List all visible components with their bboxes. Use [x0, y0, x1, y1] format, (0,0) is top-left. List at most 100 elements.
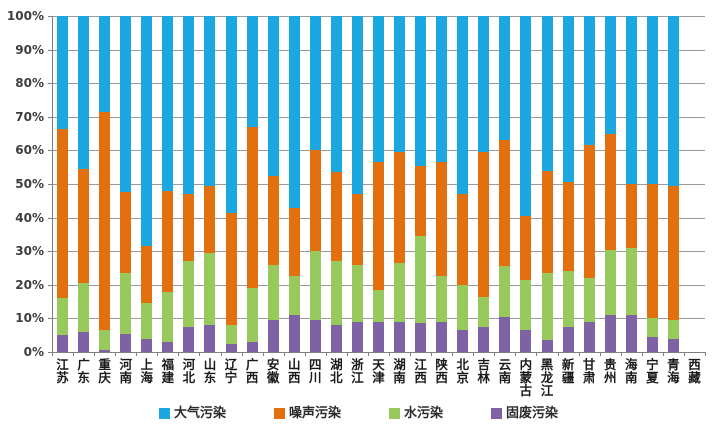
bar-黑龙江-segment-噪声污染 [541, 170, 553, 274]
x-axis-label-char: 北 [330, 370, 343, 385]
x-axis-label-黑龙江: 黑龙江 [536, 358, 557, 397]
x-axis-label-湖南: 湖南 [389, 358, 410, 384]
legend-label: 固废污染 [506, 405, 559, 421]
bar-河北-segment-固废污染 [183, 326, 195, 352]
bar-黑龙江-segment-固废污染 [541, 340, 553, 352]
bar-甘肃-segment-大气污染 [583, 16, 595, 146]
bar-海南-segment-大气污染 [625, 16, 637, 184]
x-axis-label-char: 疆 [561, 370, 575, 385]
y-axis-label: 80% [15, 76, 44, 91]
bar-福建-segment-水污染 [162, 291, 174, 342]
y-axis-label: 100% [6, 9, 44, 23]
x-axis-label-天津: 天津 [368, 358, 389, 384]
x-axis-tick [683, 352, 685, 356]
bar-山东-segment-固废污染 [204, 325, 216, 352]
bar-甘肃-segment-固废污染 [583, 321, 595, 352]
y-axis-label: 0% [23, 345, 44, 359]
x-axis-label-char: 青 [667, 357, 680, 372]
bar-河南-segment-大气污染 [120, 16, 132, 193]
bar-湖南-segment-水污染 [394, 262, 406, 322]
y-axis-label: 40% [15, 210, 44, 225]
x-axis-label-char: 云 [498, 357, 512, 372]
y-axis-tick [48, 116, 52, 118]
bar-河北-segment-噪声污染 [183, 194, 195, 262]
y-axis-tick [48, 251, 52, 253]
bar-上海-segment-大气污染 [141, 16, 153, 247]
x-axis-label-char: 川 [309, 370, 322, 385]
bar-天津-segment-大气污染 [373, 16, 384, 163]
x-axis-label-char: 南 [119, 370, 132, 385]
x-axis-label-吉林: 吉林 [473, 358, 494, 384]
bar-广西-segment-水污染 [246, 288, 258, 342]
x-axis-label-广西: 广西 [242, 358, 263, 384]
x-axis-tick [431, 352, 433, 356]
x-axis-tick [620, 352, 622, 356]
bar-新疆-segment-水污染 [562, 271, 574, 327]
x-axis-label-宁夏: 宁夏 [642, 358, 663, 384]
bar-山西-segment-水污染 [288, 276, 300, 316]
bar-贵州-segment-噪声污染 [604, 133, 616, 250]
legend-item-固废污染: 固废污染 [491, 407, 558, 420]
bar-福建-segment-噪声污染 [162, 190, 174, 292]
x-axis-tick [241, 352, 243, 356]
bar-辽宁-segment-水污染 [225, 325, 237, 344]
x-axis-tick [578, 352, 580, 356]
bar-浙江-segment-大气污染 [351, 16, 363, 195]
x-axis-label-char: 广 [245, 357, 259, 372]
bar-海南-segment-噪声污染 [625, 184, 637, 248]
bar-江苏-segment-噪声污染 [57, 128, 69, 299]
x-axis-label-char: 宁 [646, 357, 659, 372]
x-axis-tick [220, 352, 222, 356]
bar-江西-segment-水污染 [415, 236, 427, 324]
bar-山东-segment-噪声污染 [204, 185, 216, 253]
bar-重庆-segment-大气污染 [99, 16, 111, 112]
x-axis-label-山西: 山西 [284, 358, 305, 384]
legend-item-水污染: 水污染 [389, 407, 443, 420]
x-axis-tick [662, 352, 664, 356]
x-axis-label-char: 龙 [540, 370, 554, 385]
bar-广东-segment-大气污染 [78, 16, 90, 169]
bar-海南-segment-水污染 [625, 247, 637, 316]
x-axis-label-新疆: 新疆 [558, 358, 579, 384]
bar-重庆-segment-固废污染 [99, 350, 111, 352]
bar-重庆-segment-噪声污染 [99, 111, 111, 331]
bar-广西-segment-大气污染 [246, 16, 258, 127]
x-axis-label-char: 南 [393, 370, 406, 385]
x-axis-label-char: 西 [287, 370, 301, 385]
bar-湖北-segment-噪声污染 [330, 172, 342, 262]
bar-吉林-segment-固废污染 [478, 326, 490, 352]
x-axis-tick [452, 352, 454, 356]
x-axis-label-陕西: 陕西 [431, 358, 452, 384]
y-axis-label: 60% [15, 143, 44, 158]
x-axis-tick [304, 352, 306, 356]
x-axis-label-河北: 河北 [178, 358, 199, 384]
x-axis-tick [52, 352, 53, 356]
bar-湖南-segment-固废污染 [394, 321, 406, 352]
x-axis-label-广东: 广东 [73, 358, 94, 384]
x-axis-label-char: 苏 [56, 370, 69, 385]
bar-江苏-segment-水污染 [57, 298, 69, 336]
x-axis-label-char: 河 [119, 357, 132, 372]
bar-江苏-segment-大气污染 [57, 16, 69, 129]
x-axis-label-福建: 福建 [157, 358, 178, 384]
x-axis-label-河南: 河南 [115, 358, 136, 384]
x-axis-label-char: 吉 [477, 357, 491, 372]
x-axis-tick [557, 352, 559, 356]
x-axis-tick [389, 352, 391, 356]
x-axis-label-char: 黑 [540, 357, 554, 372]
bar-安徽-segment-固废污染 [267, 320, 279, 352]
x-axis-label-char: 甘 [582, 357, 596, 372]
bar-陕西-segment-固废污染 [436, 321, 448, 352]
bar-广东-segment-水污染 [78, 283, 90, 332]
x-axis-label-西藏: 西藏 [684, 358, 705, 384]
bar-天津-segment-噪声污染 [373, 162, 384, 290]
bar-宁夏-segment-噪声污染 [646, 184, 658, 319]
x-axis-label-云南: 云南 [494, 358, 515, 384]
x-axis-label-char: 福 [161, 357, 175, 372]
x-axis-label-char: 古 [519, 383, 533, 398]
x-axis-label-四川: 四川 [305, 358, 326, 384]
y-axis-tick [48, 352, 52, 353]
x-axis-label-江西: 江西 [410, 358, 431, 384]
chart-legend: 大气污染 噪声污染 水污染 固废污染 [0, 401, 717, 425]
x-axis-tick [115, 352, 117, 356]
